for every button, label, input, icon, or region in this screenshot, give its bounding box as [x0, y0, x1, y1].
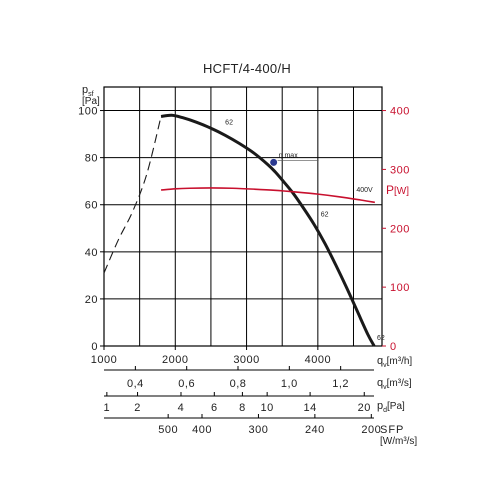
series-line-power [160, 187, 376, 204]
y-tick-label: 20 [85, 294, 98, 306]
y-tick-label: 0 [91, 341, 98, 353]
y-tick-label: 100 [78, 106, 98, 118]
eta-max-marker [270, 158, 278, 166]
scale-qv-tick-label: 0,4 [127, 378, 144, 390]
x-tick-label: 1000 [91, 354, 117, 366]
scale-sfp: 500 400 300 240 200 [158, 414, 381, 436]
y2-tick-label: 300 [390, 164, 410, 176]
y-tick-label: 60 [85, 200, 98, 212]
plot-frame [103, 86, 383, 347]
scale-sfp-tick-label: 200 [361, 424, 381, 436]
scale-pd-tick-label: 20 [358, 402, 371, 414]
scale-pd-tick-label: 8 [239, 402, 246, 414]
annotation-label: 62 [377, 335, 385, 342]
scale-pd-tick-label: 1 [104, 402, 111, 414]
scale-pd-tick-label: 2 [134, 402, 141, 414]
scale-qv-m3s-label: qv[m³/s] [377, 377, 412, 391]
y2-tick-label: 0 [390, 341, 397, 353]
scale-pd-tick-label: 4 [178, 402, 185, 414]
chart-title: HCFT/4-400/H [203, 61, 291, 76]
y2-tick-label: 100 [390, 282, 410, 294]
scale-pd-tick-label: 6 [211, 402, 218, 414]
x-tick-label: 4000 [305, 354, 331, 366]
grid [104, 87, 382, 346]
y-tick-labels: 0 20 40 60 80 100 [78, 106, 104, 353]
scale-pd-tick-label: 14 [303, 402, 316, 414]
x-axis-label: qv[m³/h] [377, 355, 412, 369]
y-axis-unit: [Pa] [82, 96, 100, 107]
y-tick-label: 40 [85, 247, 98, 259]
annotation-label: 400V [356, 187, 373, 194]
annotation-label: η max [279, 153, 299, 160]
scale-qv-tick-label: 1,2 [332, 378, 349, 390]
annotations: 62 62 62 η max 400V [225, 120, 385, 342]
y2-tick-label: 400 [390, 106, 410, 118]
scale-qv-tick-label: 0,8 [230, 378, 247, 390]
scale-sfp-unit: [W/m³/s] [380, 436, 417, 447]
scale-qv-m3s: 0,4 0,6 0,8 1,0 1,2 [127, 366, 349, 390]
annotation-label: 62 [225, 120, 233, 127]
y2-tick-label: 200 [390, 223, 410, 235]
scale-pd: 1 2 4 6 8 10 14 20 [104, 392, 371, 414]
x-tick-label: 2000 [162, 354, 188, 366]
series [103, 113, 376, 347]
series-line-pressure-unstable [103, 116, 162, 274]
x-tick-label: 3000 [233, 354, 259, 366]
y2-tick-labels: 0 100 200 300 400 [382, 106, 410, 353]
y2-axis-label: P[W] [386, 183, 409, 197]
y-axis-label: psf [82, 84, 94, 98]
scale-sfp-label: SFP [380, 424, 404, 436]
scale-sfp-tick-label: 400 [192, 424, 212, 436]
scale-pd-label: pd[Pa] [377, 400, 405, 414]
scale-sfp-tick-label: 240 [305, 424, 325, 436]
scale-sfp-tick-label: 300 [249, 424, 269, 436]
scale-pd-tick-label: 10 [261, 402, 274, 414]
scale-qv-tick-label: 1,0 [281, 378, 298, 390]
scale-sfp-tick-label: 500 [158, 424, 178, 436]
series-line-pressure [160, 113, 376, 347]
annotation-label: 62 [321, 212, 329, 219]
x-tick-labels: 1000 2000 3000 4000 [91, 346, 331, 366]
scale-qv-tick-label: 0,6 [178, 378, 195, 390]
y-tick-label: 80 [85, 153, 98, 165]
